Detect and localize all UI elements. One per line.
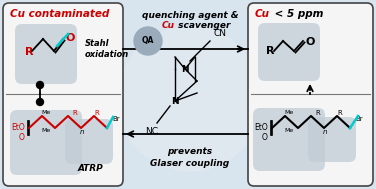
- FancyBboxPatch shape: [3, 3, 123, 186]
- Text: R: R: [315, 110, 320, 116]
- Text: O: O: [262, 132, 268, 142]
- FancyBboxPatch shape: [308, 117, 356, 162]
- Text: EtO: EtO: [254, 122, 268, 132]
- Text: R: R: [266, 46, 274, 56]
- Text: < 5 ppm: < 5 ppm: [271, 9, 323, 19]
- Text: Cu: Cu: [162, 21, 175, 30]
- Text: n: n: [323, 129, 327, 135]
- Text: O: O: [65, 33, 74, 43]
- FancyBboxPatch shape: [258, 23, 320, 81]
- Text: N: N: [171, 97, 179, 105]
- Circle shape: [134, 27, 162, 55]
- Text: Stahl
oxidation: Stahl oxidation: [85, 39, 129, 59]
- Text: N: N: [181, 64, 189, 74]
- Text: Br: Br: [112, 116, 120, 122]
- Text: NC: NC: [145, 126, 158, 136]
- Text: Glaser coupling: Glaser coupling: [150, 159, 230, 167]
- FancyBboxPatch shape: [253, 108, 325, 171]
- Text: CN: CN: [213, 29, 226, 39]
- FancyBboxPatch shape: [248, 3, 373, 186]
- Text: prevents: prevents: [167, 146, 212, 156]
- Circle shape: [118, 27, 262, 171]
- Text: O: O: [305, 37, 314, 47]
- Text: O: O: [19, 132, 25, 142]
- FancyBboxPatch shape: [15, 24, 77, 84]
- Circle shape: [36, 98, 44, 105]
- Text: quenching agent &: quenching agent &: [142, 11, 238, 20]
- Text: Me: Me: [41, 129, 51, 133]
- Text: Me: Me: [41, 111, 51, 115]
- FancyBboxPatch shape: [65, 119, 113, 164]
- Text: Cu: Cu: [255, 9, 270, 19]
- Text: Br: Br: [355, 116, 362, 122]
- Text: EtO: EtO: [11, 122, 25, 132]
- Circle shape: [36, 81, 44, 88]
- Text: R: R: [73, 110, 77, 116]
- Text: scavenger: scavenger: [175, 21, 230, 30]
- Text: QA: QA: [142, 36, 154, 46]
- Text: R: R: [25, 47, 33, 57]
- Text: n: n: [80, 129, 84, 135]
- Text: Me: Me: [284, 111, 294, 115]
- Text: R: R: [95, 110, 99, 116]
- FancyBboxPatch shape: [10, 110, 82, 175]
- Text: Me: Me: [284, 129, 294, 133]
- Text: Cu contaminated: Cu contaminated: [10, 9, 109, 19]
- Text: ATRP: ATRP: [77, 164, 103, 173]
- Text: R: R: [338, 110, 343, 116]
